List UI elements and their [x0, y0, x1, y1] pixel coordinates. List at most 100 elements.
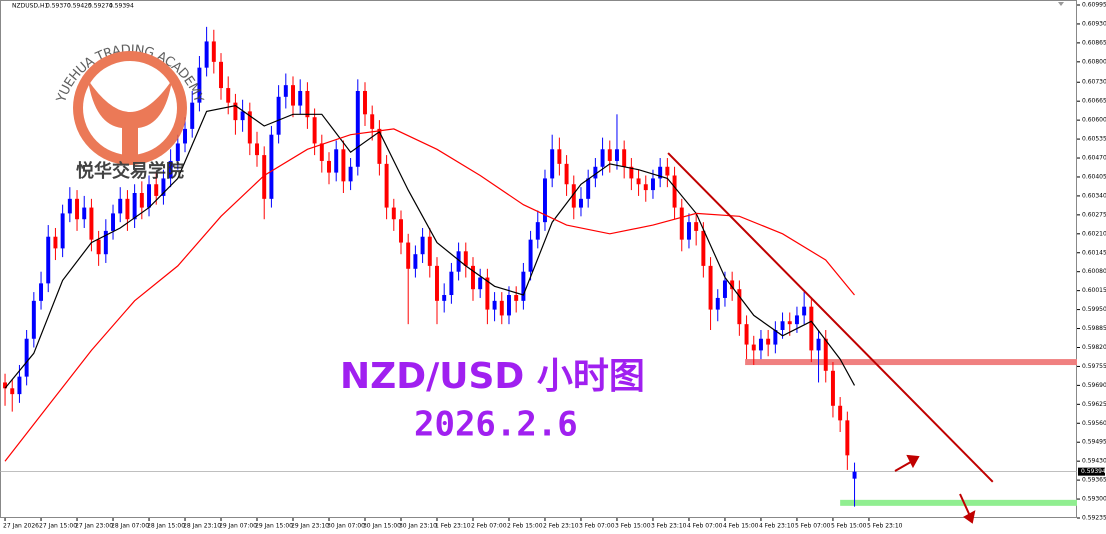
arrows	[894, 454, 976, 524]
candle-body	[283, 85, 288, 97]
candle-body	[319, 143, 324, 161]
candle-body	[578, 198, 583, 208]
candle-body	[103, 230, 108, 255]
candle-body	[298, 90, 303, 106]
candle-body	[399, 219, 403, 243]
y-tick-label: 0.60800	[1082, 58, 1106, 65]
y-tick-label: 0.60865	[1082, 39, 1106, 46]
candle-body	[96, 239, 101, 255]
x-tick-label: 28 Jan 07:00	[111, 523, 149, 530]
price-label-box	[1078, 467, 1105, 476]
candle-body	[363, 90, 367, 115]
candle-body	[507, 295, 511, 316]
candle-body	[276, 96, 281, 135]
y-tick-label: 0.60470	[1082, 155, 1106, 162]
candle-body	[686, 222, 691, 240]
candle-body	[636, 178, 641, 185]
y-tick-label: 0.59950	[1082, 306, 1106, 313]
candle-body	[255, 143, 259, 156]
candle-body	[312, 117, 317, 144]
candle-body	[75, 198, 80, 220]
candle-body	[161, 178, 166, 196]
candle-body	[751, 344, 756, 351]
candle-body	[240, 111, 245, 121]
candle-body	[471, 265, 475, 290]
candle-body	[694, 222, 699, 231]
y-tick-label: 0.59885	[1082, 325, 1106, 332]
candle-body	[737, 289, 742, 325]
candle-body	[435, 265, 439, 301]
candle-body	[766, 338, 771, 345]
candle-body	[427, 236, 432, 266]
x-tick-label: 29 Jan 23:10	[291, 523, 329, 530]
candle-body	[643, 184, 648, 191]
x-tick-label: 4 Feb 15:00	[723, 523, 759, 530]
x-tick-label: 30 Jan 07:00	[327, 523, 365, 530]
candle-body	[219, 61, 223, 89]
candle-body	[89, 207, 94, 240]
candle-body	[701, 230, 706, 266]
candle-body	[658, 166, 663, 179]
candle-body	[463, 251, 468, 266]
candle-body	[794, 315, 799, 325]
candle-body	[571, 184, 576, 208]
x-tick-label: 30 Jan 15:00	[363, 523, 401, 530]
candle-body	[355, 90, 360, 167]
candle-body	[535, 222, 540, 240]
candle-body	[53, 236, 58, 249]
y-tick-label: 0.60275	[1082, 211, 1106, 218]
candle-body	[132, 193, 137, 220]
candle-body	[384, 163, 389, 208]
candle-body	[730, 280, 735, 290]
x-tick-label: 1 Feb 23:10	[435, 523, 471, 530]
x-tick-label: 3 Feb 07:00	[579, 523, 615, 530]
y-tick-label: 0.60535	[1082, 136, 1106, 143]
candle-body	[622, 149, 627, 167]
candle-body	[147, 184, 152, 208]
y-tick-label: 0.59560	[1082, 420, 1106, 427]
candle-body	[3, 382, 8, 389]
arrow-head	[906, 454, 920, 469]
candle-body	[10, 388, 15, 395]
level-zone	[840, 499, 1077, 506]
candle-body	[183, 128, 187, 144]
moving-average	[4, 104, 856, 389]
candle-body	[118, 198, 123, 214]
candle-body	[708, 265, 713, 310]
candle-body	[492, 300, 497, 310]
y-tick-label: 0.60730	[1082, 79, 1106, 86]
candle-body	[715, 297, 720, 310]
x-tick-label: 5 Feb 07:00	[795, 523, 831, 530]
y-tick-label: 0.59365	[1082, 477, 1106, 484]
candle-body	[722, 280, 727, 298]
candle-body	[60, 213, 65, 249]
ohlc-label: 0.59274	[88, 3, 113, 10]
price-label: 0.59394	[1081, 468, 1106, 475]
watermark-name: 悦华交易学院	[76, 160, 184, 182]
candle-body	[139, 193, 144, 208]
candle-body	[175, 143, 180, 161]
candle-body	[816, 338, 821, 351]
candle-body	[168, 160, 173, 179]
y-tick-label: 0.60145	[1082, 249, 1106, 256]
candle-body	[154, 184, 159, 196]
candle-body	[845, 420, 850, 456]
moving-average	[4, 128, 855, 462]
y-tick-label: 0.60210	[1082, 230, 1106, 237]
candle-body	[528, 239, 533, 272]
y-tick-label: 0.60665	[1082, 98, 1106, 105]
x-tick-label: 2 Feb 07:00	[471, 523, 507, 530]
level-zone	[745, 359, 1077, 366]
candle-body	[406, 242, 411, 269]
candle-body	[211, 41, 216, 62]
candle-body	[334, 149, 339, 173]
candle-body	[125, 198, 130, 220]
y-tick-label: 0.60995	[1082, 2, 1106, 9]
y-tick-label: 0.60600	[1082, 117, 1106, 124]
candle-body	[593, 166, 598, 179]
x-tick-label: 29 Jan 15:00	[255, 523, 293, 530]
y-tick-label: 0.59300	[1082, 496, 1106, 503]
candle-body	[111, 213, 116, 231]
